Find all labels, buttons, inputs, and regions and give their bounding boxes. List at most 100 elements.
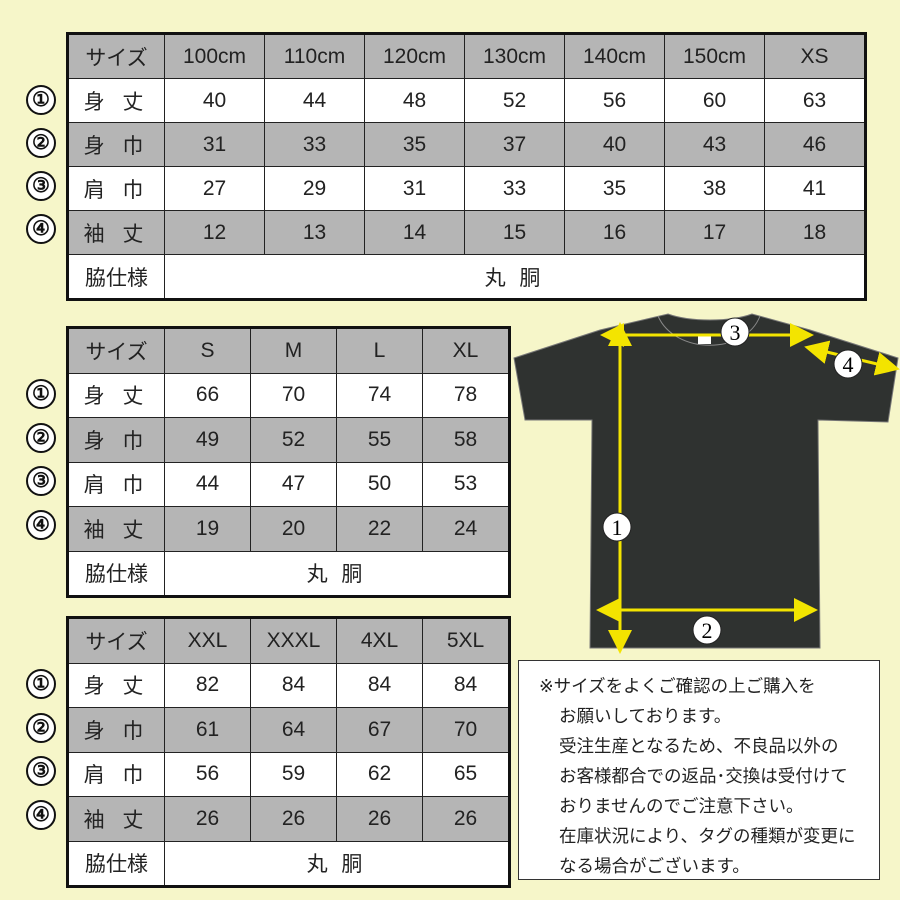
value-cell: 46 (764, 122, 866, 167)
header-label: サイズ (67, 327, 165, 374)
row-label: 肩 巾 (67, 166, 165, 211)
value-cell: 26 (422, 796, 510, 842)
value-cell: 12 (164, 210, 265, 255)
value-cell: 65 (422, 751, 510, 797)
table-row: 肩 巾 27 29 31 33 35 38 41 (67, 166, 866, 211)
value-cell: 78 (422, 372, 510, 418)
value-cell: 84 (422, 662, 510, 708)
marker-4: 4 (833, 349, 863, 379)
value-cell: 17 (664, 210, 765, 255)
value-cell: 61 (164, 707, 251, 753)
value-cell: 35 (564, 166, 665, 211)
header-row: サイズ 100cm 110cm 120cm 130cm 140cm 150cm XS (67, 33, 866, 79)
value-cell: 33 (264, 122, 365, 167)
value-cell: 62 (336, 751, 423, 797)
value-cell: 14 (364, 210, 465, 255)
value-cell: 56 (164, 751, 251, 797)
value-cell: 29 (264, 166, 365, 211)
marker-1: 1 (602, 512, 632, 542)
notice-line: 在庫状況により、タグの種類が変更に (559, 826, 856, 846)
header-cell: 140cm (564, 33, 665, 79)
value-cell: 55 (336, 417, 423, 463)
value-cell: 74 (336, 372, 423, 418)
value-cell: 16 (564, 210, 665, 255)
side-spec-value: 丸 胴 (164, 550, 510, 597)
header-cell: 120cm (364, 33, 465, 79)
value-cell: 15 (464, 210, 565, 255)
row-label: 身 丈 (67, 372, 165, 418)
table-row: 身 巾 31 33 35 37 40 43 46 (67, 122, 866, 167)
header-cell: XL (422, 327, 510, 374)
value-cell: 52 (464, 78, 565, 123)
side-spec-row: 脇仕様丸 胴 (67, 550, 510, 597)
row-marker: ① (26, 84, 56, 115)
value-cell: 26 (164, 796, 251, 842)
value-cell: 84 (336, 662, 423, 708)
value-cell: 22 (336, 506, 423, 552)
row-label: 身 巾 (67, 707, 165, 753)
size-table-2: サイズ S M L XL 身 丈 66 70 74 78 身 巾 49 52 55 58 肩 巾 44 47 50 5… (66, 326, 511, 598)
value-cell: 40 (164, 78, 265, 123)
header-row: サイズ XXL XXXL 4XL 5XL (67, 617, 510, 664)
header-cell: 110cm (264, 33, 365, 79)
value-cell: 33 (464, 166, 565, 211)
value-cell: 59 (250, 751, 337, 797)
notice-line: ※サイズをよくご確認の上ご購入を (539, 676, 816, 696)
value-cell: 40 (564, 122, 665, 167)
value-cell: 41 (764, 166, 866, 211)
table-row: 袖 丈 12 13 14 15 16 17 18 (67, 210, 866, 255)
table-row: 身 丈 66 70 74 78 (67, 372, 510, 418)
value-cell: 70 (422, 707, 510, 753)
row-label: 袖 丈 (67, 210, 165, 255)
value-cell: 56 (564, 78, 665, 123)
value-cell: 43 (664, 122, 765, 167)
header-label: サイズ (67, 33, 165, 79)
value-cell: 44 (264, 78, 365, 123)
size-table-3: サイズ XXL XXXL 4XL 5XL 身 丈 82 84 84 84 身 巾 61 64 67 70 肩 … (66, 616, 511, 888)
value-cell: 18 (764, 210, 866, 255)
row-label: 身 丈 (67, 78, 165, 123)
row-marker: ③ (26, 466, 56, 497)
header-label: サイズ (67, 617, 165, 664)
row-label: 身 丈 (67, 662, 165, 708)
value-cell: 44 (164, 461, 251, 507)
value-cell: 60 (664, 78, 765, 123)
header-cell: L (336, 327, 423, 374)
value-cell: 31 (164, 122, 265, 167)
row-marker: ④ (26, 213, 56, 244)
table-row: 肩 巾 44 47 50 53 (67, 461, 510, 507)
value-cell: 26 (250, 796, 337, 842)
value-cell: 70 (250, 372, 337, 418)
svg-text:1: 1 (612, 515, 623, 540)
row-marker: ③ (26, 756, 56, 787)
tshirt-measurement-diagram: 1 2 3 4 (513, 313, 900, 654)
header-cell: 100cm (164, 33, 265, 79)
marker-3: 3 (720, 317, 750, 347)
value-cell: 49 (164, 417, 251, 463)
value-cell: 31 (364, 166, 465, 211)
row-marker: ② (26, 127, 56, 158)
table-row: 身 丈 40 44 48 52 56 60 63 (67, 78, 866, 123)
notice-line: なる場合がございます。 (559, 856, 750, 876)
row-label: 袖 丈 (67, 796, 165, 842)
row-marker: ④ (26, 509, 56, 540)
header-row: サイズ S M L XL (67, 327, 510, 374)
value-cell: 26 (336, 796, 423, 842)
value-cell: 64 (250, 707, 337, 753)
side-spec-label: 脇仕様 (67, 550, 165, 597)
table-row: 袖 丈 26 26 26 26 (67, 796, 510, 842)
table-row: 肩 巾 56 59 62 65 (67, 751, 510, 797)
value-cell: 84 (250, 662, 337, 708)
header-cell: M (250, 327, 337, 374)
table-row: 身 巾 61 64 67 70 (67, 707, 510, 753)
side-spec-row: 脇仕様丸 胴 (67, 840, 510, 887)
value-cell: 27 (164, 166, 265, 211)
value-cell: 58 (422, 417, 510, 463)
header-cell: 130cm (464, 33, 565, 79)
value-cell: 47 (250, 461, 337, 507)
value-cell: 66 (164, 372, 251, 418)
header-cell: 5XL (422, 617, 510, 664)
row-marker: ① (26, 379, 56, 410)
marker-2: 2 (692, 615, 722, 645)
row-marker: ④ (26, 799, 56, 830)
